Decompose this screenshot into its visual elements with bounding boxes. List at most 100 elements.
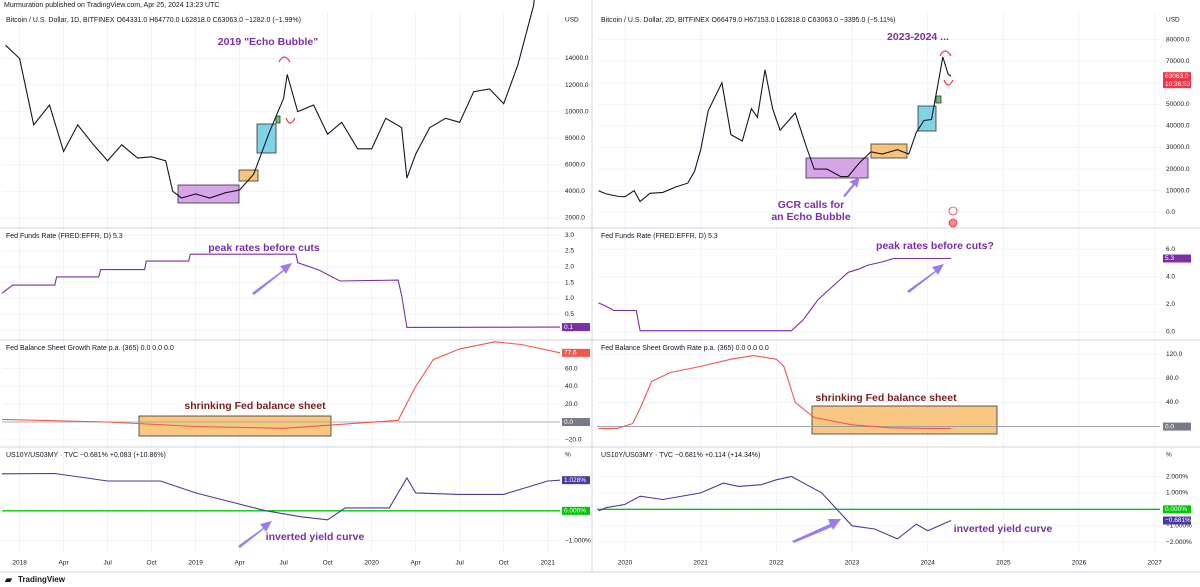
x-tick-label: Apr <box>235 560 246 567</box>
y-tick-label: 70000.0 <box>1166 58 1190 65</box>
box <box>811 405 998 435</box>
box <box>935 95 942 104</box>
price-label: 0.1 <box>564 324 573 331</box>
series-line <box>598 56 952 203</box>
y-tick-label: 2000.0 <box>565 215 585 222</box>
dividers <box>0 0 1200 573</box>
y-tick-label: 6000.0 <box>565 161 585 168</box>
event-icon <box>948 206 958 216</box>
box <box>138 415 332 437</box>
annotation: peak rates before cuts? <box>876 240 994 252</box>
y-tick-label: 2.000% <box>1166 473 1188 480</box>
price-label-bg <box>1163 516 1191 525</box>
x-tick-label: Jul <box>279 560 288 567</box>
price-label-bg <box>1163 422 1191 431</box>
annotation: 2023-2024 ... <box>887 31 949 43</box>
x-tick-label: 2022 <box>769 560 784 567</box>
x-tick-label: 2020 <box>618 560 633 567</box>
y-tick-label: 80.0 <box>1166 375 1179 382</box>
price-label-bg <box>562 323 590 332</box>
y-tick-label: 30000.0 <box>1166 144 1190 151</box>
annotation: inverted yield curve <box>266 531 365 543</box>
countdown: 10:36:53 <box>1165 81 1191 88</box>
y-tick-label: 60.0 <box>565 365 578 372</box>
pane-title: Fed Funds Rate (FRED:EFFR, D) 5.3 <box>6 233 123 240</box>
x-tick-label: Jul <box>103 560 112 567</box>
box <box>238 169 259 182</box>
annotation: inverted yield curve <box>954 523 1053 535</box>
x-tick-label: Oct <box>499 560 509 567</box>
y-tick-label: −1.000% <box>565 537 591 544</box>
series-line <box>598 475 952 540</box>
x-tick-label: 2021 <box>693 560 708 567</box>
series-line <box>598 355 952 429</box>
annotation: GCR calls for <box>778 199 845 211</box>
y-tick-label: −2.000% <box>1166 539 1192 546</box>
pane-title: US10Y/US03MY · TVC −0.681% +0.114 (+14.3… <box>601 452 760 459</box>
y-tick-label: 120.0 <box>1166 351 1183 358</box>
annotation: peak rates before cuts <box>208 242 320 254</box>
arc <box>939 50 954 86</box>
publisher: Murmuration published on TradingView.com… <box>4 2 219 9</box>
x-tick-label: 2020 <box>364 560 379 567</box>
arrows <box>238 177 944 548</box>
arrow <box>238 521 272 548</box>
x-tick-label: Apr <box>59 560 70 567</box>
box <box>805 157 869 179</box>
price-label: 0.000% <box>1165 506 1187 513</box>
y-tick-label: 0.0 <box>1166 328 1175 335</box>
y-tick-label: 0.5 <box>565 311 574 318</box>
x-tick-label: 2025 <box>996 560 1011 567</box>
pane-title: Bitcoin / U.S. Dollar, 1D, BITFINEX O643… <box>6 17 301 24</box>
y-tick-label: 80000.0 <box>1166 36 1190 43</box>
series-line <box>5 0 535 199</box>
arc <box>278 56 296 124</box>
price-label: 1.028% <box>564 477 586 484</box>
y-tick-label: 14000.0 <box>565 55 589 62</box>
box <box>275 115 281 124</box>
y-tick-label: 3.0 <box>565 232 574 239</box>
y-tick-label: 50000.0 <box>1166 101 1190 108</box>
x-tick-label: 2021 <box>540 560 555 567</box>
unit-label: USD <box>1166 17 1180 24</box>
y-tick-label: 4.0 <box>1166 274 1175 281</box>
y-tick-label: 10000.0 <box>1166 187 1190 194</box>
x-tick-label: Jul <box>456 560 465 567</box>
arrow <box>907 264 944 293</box>
price-label: 63063.0 <box>1165 73 1189 80</box>
arrow <box>792 519 841 543</box>
grid-layer <box>2 12 1160 552</box>
price-label-bg <box>562 476 590 485</box>
price-label: 0.0 <box>564 419 573 426</box>
arrow <box>252 263 292 295</box>
price-label-bg <box>562 506 590 515</box>
x-tick-label: Oct <box>147 560 157 567</box>
price-label-bg <box>1163 254 1191 263</box>
x-tick-label: 2018 <box>12 560 27 567</box>
box <box>917 105 937 132</box>
x-tick-label: 2023 <box>845 560 860 567</box>
annotation: 2019 "Echo Bubble" <box>218 36 318 48</box>
y-tick-label: 40.0 <box>565 383 578 390</box>
logo: ▰ <box>4 574 13 584</box>
y-tick-label: 2.0 <box>565 264 574 271</box>
y-tick-label: 4000.0 <box>565 188 585 195</box>
pane-title: US10Y/US03MY · TVC −0.681% +0.083 (+10.8… <box>6 452 166 459</box>
y-tick-label: 40.0 <box>1166 399 1179 406</box>
price-label: −0.681% <box>1165 517 1191 524</box>
y-tick-label: 12000.0 <box>565 82 589 89</box>
price-label-bg <box>562 348 590 357</box>
unit-label: USD <box>565 17 579 24</box>
x-tick-label: 2026 <box>1072 560 1087 567</box>
y-tick-label: 1.000% <box>1166 490 1188 497</box>
y-tick-label: 20.0 <box>565 401 578 408</box>
price-label: 77.6 <box>564 350 577 357</box>
unit-label: % <box>1166 452 1172 459</box>
series-line <box>598 257 952 332</box>
event-icon <box>948 218 958 228</box>
x-tick-label: Oct <box>323 560 333 567</box>
y-tick-label: −20.0 <box>565 437 582 444</box>
annotation: shrinking Fed balance sheet <box>815 392 957 404</box>
